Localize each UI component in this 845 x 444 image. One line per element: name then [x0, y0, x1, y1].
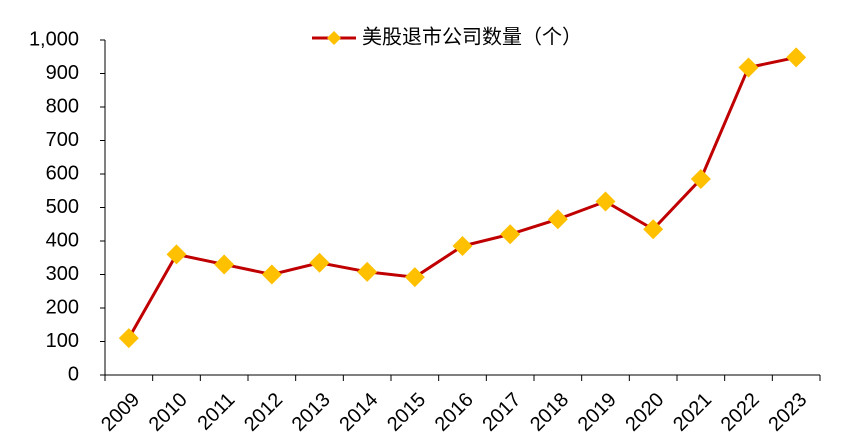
y-tick-label: 200: [46, 296, 79, 318]
marker: [547, 209, 568, 230]
y-tick-label: 0: [68, 363, 79, 385]
y-tick-label: 700: [46, 129, 79, 151]
marker: [738, 57, 759, 78]
x-tick-label: 2018: [526, 389, 573, 436]
y-tick-label: 100: [46, 330, 79, 352]
x-tick-label: 2022: [717, 389, 764, 436]
y-tick-label: 900: [46, 62, 79, 84]
y-tick-label: 300: [46, 263, 79, 285]
x-tick-label: 2014: [335, 389, 382, 436]
x-tick-label: 2020: [621, 389, 668, 436]
x-tick-label: 2021: [669, 389, 716, 436]
marker: [595, 191, 616, 212]
x-tick-label: 2011: [193, 389, 239, 435]
y-tick-label: 500: [46, 196, 79, 218]
marker: [452, 236, 473, 257]
x-tick-label: 2012: [240, 389, 287, 436]
marker: [404, 267, 425, 288]
marker: [214, 254, 235, 275]
marker: [118, 328, 139, 349]
y-tick-label: 600: [46, 162, 79, 184]
x-tick-label: 2015: [383, 389, 430, 436]
y-tick-label: 400: [46, 229, 79, 251]
marker: [690, 169, 711, 190]
marker: [357, 261, 378, 282]
x-tick-label: 2019: [574, 389, 621, 436]
x-tick-label: 2009: [97, 389, 144, 436]
marker: [786, 47, 807, 68]
legend-label: 美股退市公司数量（个）: [362, 25, 582, 48]
marker: [166, 244, 187, 265]
line: [127, 55, 797, 339]
x-tick-label: 2010: [145, 389, 192, 436]
x-tick-label: 2017: [478, 389, 525, 436]
marker: [261, 264, 282, 285]
x-tick-label: 2016: [431, 389, 478, 436]
marker: [500, 224, 521, 245]
x-tick-label: 2013: [288, 389, 335, 436]
marker: [643, 219, 664, 240]
y-tick-label: 1,000: [29, 28, 79, 50]
marker: [309, 252, 330, 273]
legend-marker: [327, 31, 341, 45]
x-tick-label: 2023: [764, 389, 811, 436]
y-tick-label: 800: [46, 95, 79, 117]
